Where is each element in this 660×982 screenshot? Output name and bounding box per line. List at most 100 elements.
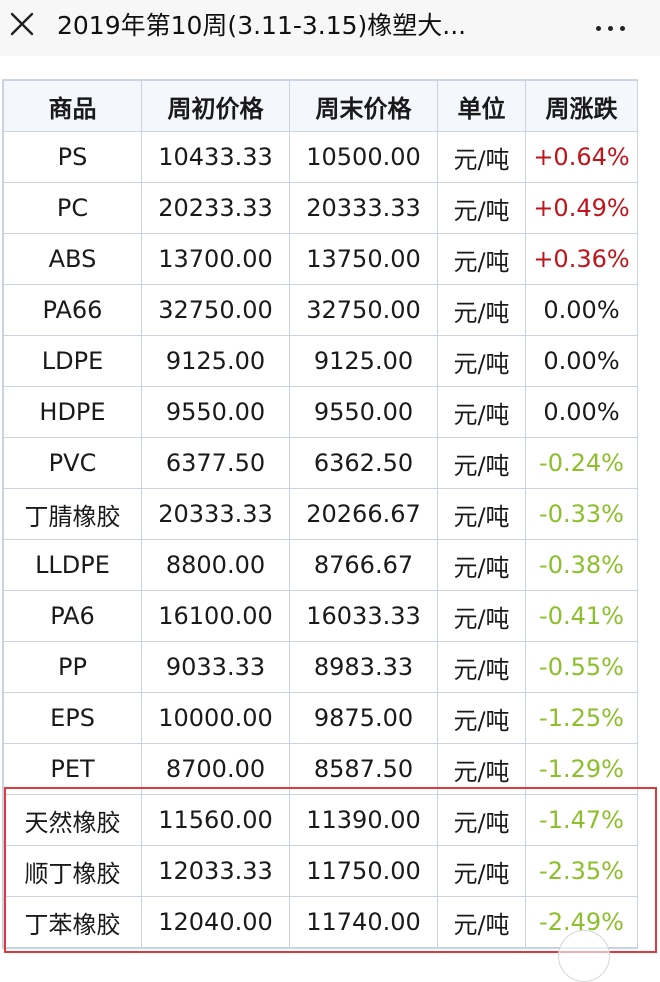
- cell-unit: 元/吨: [437, 539, 526, 591]
- cell-start-price: 20333.33: [141, 488, 290, 540]
- cell-unit: 元/吨: [437, 794, 526, 846]
- table-row: ABS 13700.00 13750.00 元/吨 +0.36%: [3, 233, 638, 285]
- cell-weekly-change: -0.38%: [525, 539, 638, 591]
- cell-unit: 元/吨: [437, 743, 526, 795]
- cell-product-name: PVC: [3, 437, 142, 489]
- column-header-end-price: 周末价格: [289, 80, 438, 132]
- cell-end-price: 9875.00: [289, 692, 438, 744]
- table-row: PP 9033.33 8983.33 元/吨 -0.55%: [3, 641, 638, 693]
- cell-weekly-change: -0.33%: [525, 488, 638, 540]
- cell-product-name: 丁苯橡胶: [3, 896, 142, 948]
- cell-unit: 元/吨: [437, 590, 526, 642]
- table-row: LLDPE 8800.00 8766.67 元/吨 -0.38%: [3, 539, 638, 591]
- table-row: 天然橡胶 11560.00 11390.00 元/吨 -1.47%: [3, 794, 638, 846]
- cell-product-name: 顺丁橡胶: [3, 845, 142, 897]
- cell-product-name: 丁腈橡胶: [3, 488, 142, 540]
- cell-weekly-change: -1.25%: [525, 692, 638, 744]
- table-row: 丁腈橡胶 20333.33 20266.67 元/吨 -0.33%: [3, 488, 638, 540]
- cell-end-price: 11750.00: [289, 845, 438, 897]
- cell-start-price: 6377.50: [141, 437, 290, 489]
- table-header-row: 商品 周初价格 周末价格 单位 周涨跌: [3, 80, 638, 132]
- table-row: PET 8700.00 8587.50 元/吨 -1.29%: [3, 743, 638, 795]
- table-row: 丁苯橡胶 12040.00 11740.00 元/吨 -2.49%: [3, 896, 638, 948]
- column-header-weekly-change: 周涨跌: [525, 80, 638, 132]
- cell-product-name: HDPE: [3, 386, 142, 438]
- cell-end-price: 11740.00: [289, 896, 438, 948]
- close-icon: [10, 12, 34, 36]
- cell-end-price: 8983.33: [289, 641, 438, 693]
- table-row: EPS 10000.00 9875.00 元/吨 -1.25%: [3, 692, 638, 744]
- cell-weekly-change: 0.00%: [525, 386, 638, 438]
- cell-start-price: 13700.00: [141, 233, 290, 285]
- cell-unit: 元/吨: [437, 182, 526, 234]
- more-button[interactable]: [588, 10, 632, 40]
- cell-end-price: 8766.67: [289, 539, 438, 591]
- cell-weekly-change: -1.29%: [525, 743, 638, 795]
- cell-unit: 元/吨: [437, 488, 526, 540]
- floating-circle-button[interactable]: [558, 930, 610, 982]
- column-header-product: 商品: [3, 80, 142, 132]
- cell-product-name: PC: [3, 182, 142, 234]
- cell-product-name: PA66: [3, 284, 142, 336]
- cell-product-name: EPS: [3, 692, 142, 744]
- cell-start-price: 9033.33: [141, 641, 290, 693]
- cell-end-price: 11390.00: [289, 794, 438, 846]
- cell-unit: 元/吨: [437, 692, 526, 744]
- cell-unit: 元/吨: [437, 335, 526, 387]
- cell-unit: 元/吨: [437, 386, 526, 438]
- table-body: PS 10433.33 10500.00 元/吨 +0.64% PC 20233.33 203…: [3, 131, 638, 948]
- cell-weekly-change: -0.55%: [525, 641, 638, 693]
- cell-weekly-change: -2.35%: [525, 845, 638, 897]
- more-icon: [592, 16, 628, 35]
- cell-product-name: 天然橡胶: [3, 794, 142, 846]
- cell-start-price: 12033.33: [141, 845, 290, 897]
- cell-end-price: 20266.67: [289, 488, 438, 540]
- cell-start-price: 20233.33: [141, 182, 290, 234]
- cell-end-price: 9125.00: [289, 335, 438, 387]
- cell-product-name: LLDPE: [3, 539, 142, 591]
- table-row: HDPE 9550.00 9550.00 元/吨 0.00%: [3, 386, 638, 438]
- cell-weekly-change: +0.64%: [525, 131, 638, 183]
- page-title: 2019年第10周(3.11-3.15)橡塑大...: [57, 11, 467, 40]
- cell-weekly-change: -1.47%: [525, 794, 638, 846]
- column-header-unit: 单位: [437, 80, 526, 132]
- column-header-start-price: 周初价格: [141, 80, 290, 132]
- cell-weekly-change: -0.41%: [525, 590, 638, 642]
- price-table: 商品 周初价格 周末价格 单位 周涨跌 PS 10433.33 10500.00 元/…: [3, 80, 638, 948]
- table-row: 顺丁橡胶 12033.33 11750.00 元/吨 -2.35%: [3, 845, 638, 897]
- cell-end-price: 32750.00: [289, 284, 438, 336]
- table-row: PA6 16100.00 16033.33 元/吨 -0.41%: [3, 590, 638, 642]
- price-table-container: 商品 周初价格 周末价格 单位 周涨跌 PS 10433.33 10500.00 元/…: [2, 79, 638, 949]
- cell-unit: 元/吨: [437, 896, 526, 948]
- cell-start-price: 11560.00: [141, 794, 290, 846]
- cell-end-price: 9550.00: [289, 386, 438, 438]
- table-row: PS 10433.33 10500.00 元/吨 +0.64%: [3, 131, 638, 183]
- cell-product-name: PET: [3, 743, 142, 795]
- cell-start-price: 10000.00: [141, 692, 290, 744]
- cell-unit: 元/吨: [437, 284, 526, 336]
- cell-unit: 元/吨: [437, 131, 526, 183]
- cell-unit: 元/吨: [437, 233, 526, 285]
- cell-start-price: 8800.00: [141, 539, 290, 591]
- table-row: PVC 6377.50 6362.50 元/吨 -0.24%: [3, 437, 638, 489]
- cell-start-price: 8700.00: [141, 743, 290, 795]
- cell-product-name: PA6: [3, 590, 142, 642]
- cell-weekly-change: +0.36%: [525, 233, 638, 285]
- cell-product-name: PP: [3, 641, 142, 693]
- cell-product-name: ABS: [3, 233, 142, 285]
- close-button[interactable]: [6, 8, 38, 40]
- cell-start-price: 32750.00: [141, 284, 290, 336]
- cell-start-price: 12040.00: [141, 896, 290, 948]
- cell-end-price: 10500.00: [289, 131, 438, 183]
- cell-weekly-change: 0.00%: [525, 284, 638, 336]
- cell-unit: 元/吨: [437, 641, 526, 693]
- cell-unit: 元/吨: [437, 845, 526, 897]
- cell-end-price: 20333.33: [289, 182, 438, 234]
- cell-end-price: 16033.33: [289, 590, 438, 642]
- cell-unit: 元/吨: [437, 437, 526, 489]
- cell-start-price: 9125.00: [141, 335, 290, 387]
- cell-start-price: 10433.33: [141, 131, 290, 183]
- cell-end-price: 13750.00: [289, 233, 438, 285]
- table-row: LDPE 9125.00 9125.00 元/吨 0.00%: [3, 335, 638, 387]
- cell-start-price: 9550.00: [141, 386, 290, 438]
